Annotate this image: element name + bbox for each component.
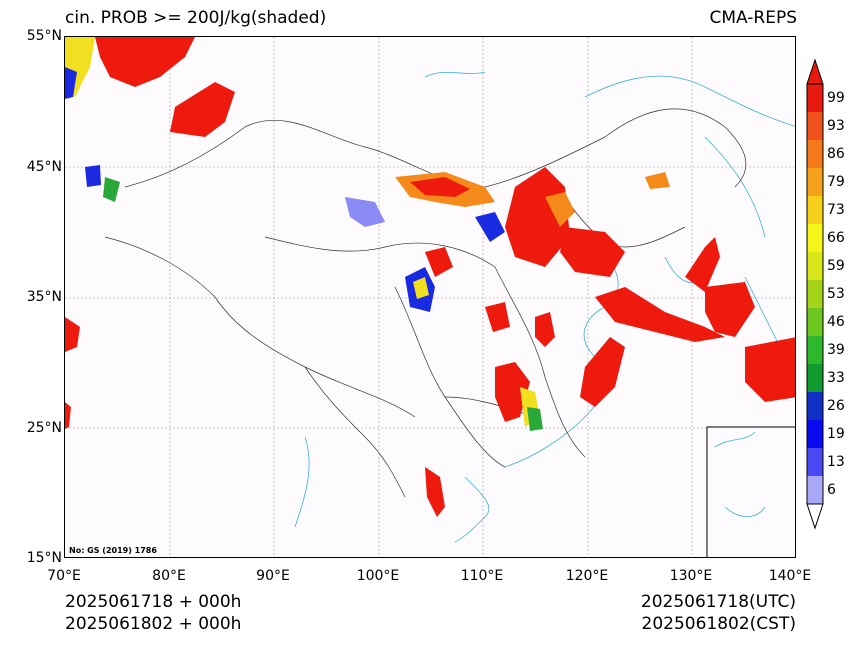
colorbar-cell bbox=[807, 336, 823, 364]
colorbar-label: 6 bbox=[827, 482, 836, 498]
lon-tick-130: 130°E bbox=[669, 568, 713, 584]
lon-tick-90: 90°E bbox=[256, 568, 290, 584]
lon-tick-110: 110°E bbox=[460, 568, 504, 584]
colorbar-cell bbox=[807, 196, 823, 224]
colorbar bbox=[806, 58, 824, 530]
lat-tick-55: 55°N bbox=[26, 28, 62, 44]
colorbar-label: 93 bbox=[827, 118, 845, 134]
init-time-cst: 2025061802 + 000h bbox=[65, 614, 242, 634]
colorbar-cell bbox=[807, 308, 823, 336]
colorbar-cell bbox=[807, 364, 823, 392]
colorbar-label: 86 bbox=[827, 146, 845, 162]
colorbar-label: 26 bbox=[827, 398, 845, 414]
map-panel: No: GS (2019) 1786 bbox=[64, 36, 796, 558]
valid-time-utc: 2025061718(UTC) bbox=[640, 592, 796, 612]
colorbar-cell bbox=[807, 140, 823, 168]
probability-shading bbox=[65, 37, 795, 517]
colorbar-cell bbox=[807, 448, 823, 476]
colorbar-max-arrow bbox=[806, 58, 824, 85]
colorbar-cell bbox=[807, 252, 823, 280]
colorbar-cell bbox=[807, 112, 823, 140]
lat-tick-25: 25°N bbox=[26, 420, 62, 436]
lon-tick-70: 70°E bbox=[47, 568, 81, 584]
colorbar-label: 73 bbox=[827, 202, 845, 218]
valid-time-cst: 2025061802(CST) bbox=[641, 614, 796, 634]
colorbar-cell bbox=[807, 84, 823, 112]
colorbar-cell bbox=[807, 392, 823, 420]
inset-map bbox=[706, 426, 795, 557]
colorbar-label: 46 bbox=[827, 314, 845, 330]
colorbar-label: 19 bbox=[827, 426, 845, 442]
lat-tick-35: 35°N bbox=[26, 289, 62, 305]
lat-tick-45: 45°N bbox=[26, 159, 62, 175]
colorbar-cell bbox=[807, 420, 823, 448]
colorbar-label: 13 bbox=[827, 454, 845, 470]
colorbar-cell bbox=[807, 280, 823, 308]
lon-tick-80: 80°E bbox=[152, 568, 186, 584]
colorbar-cells bbox=[806, 83, 824, 505]
colorbar-cell bbox=[807, 168, 823, 196]
graticule bbox=[65, 37, 795, 557]
init-time-utc: 2025061718 + 000h bbox=[65, 592, 242, 612]
colorbar-label: 66 bbox=[827, 230, 845, 246]
map-title: cin. PROB >= 200J/kg(shaded) bbox=[65, 8, 327, 28]
colorbar-label: 33 bbox=[827, 370, 845, 386]
colorbar-cell bbox=[807, 476, 823, 504]
lon-tick-120: 120°E bbox=[565, 568, 609, 584]
model-name: CMA-REPS bbox=[709, 8, 797, 28]
colorbar-min-arrow bbox=[806, 503, 824, 530]
map-canvas bbox=[65, 37, 795, 557]
lat-tick-15: 15°N bbox=[26, 550, 62, 566]
lon-tick-140: 140°E bbox=[768, 568, 812, 584]
map-review-number: No: GS (2019) 1786 bbox=[69, 546, 157, 555]
colorbar-label: 59 bbox=[827, 258, 845, 274]
colorbar-cell bbox=[807, 224, 823, 252]
colorbar-label: 99 bbox=[827, 90, 845, 106]
colorbar-label: 53 bbox=[827, 286, 845, 302]
colorbar-label: 79 bbox=[827, 174, 845, 190]
colorbar-label: 39 bbox=[827, 342, 845, 358]
lon-tick-100: 100°E bbox=[356, 568, 400, 584]
